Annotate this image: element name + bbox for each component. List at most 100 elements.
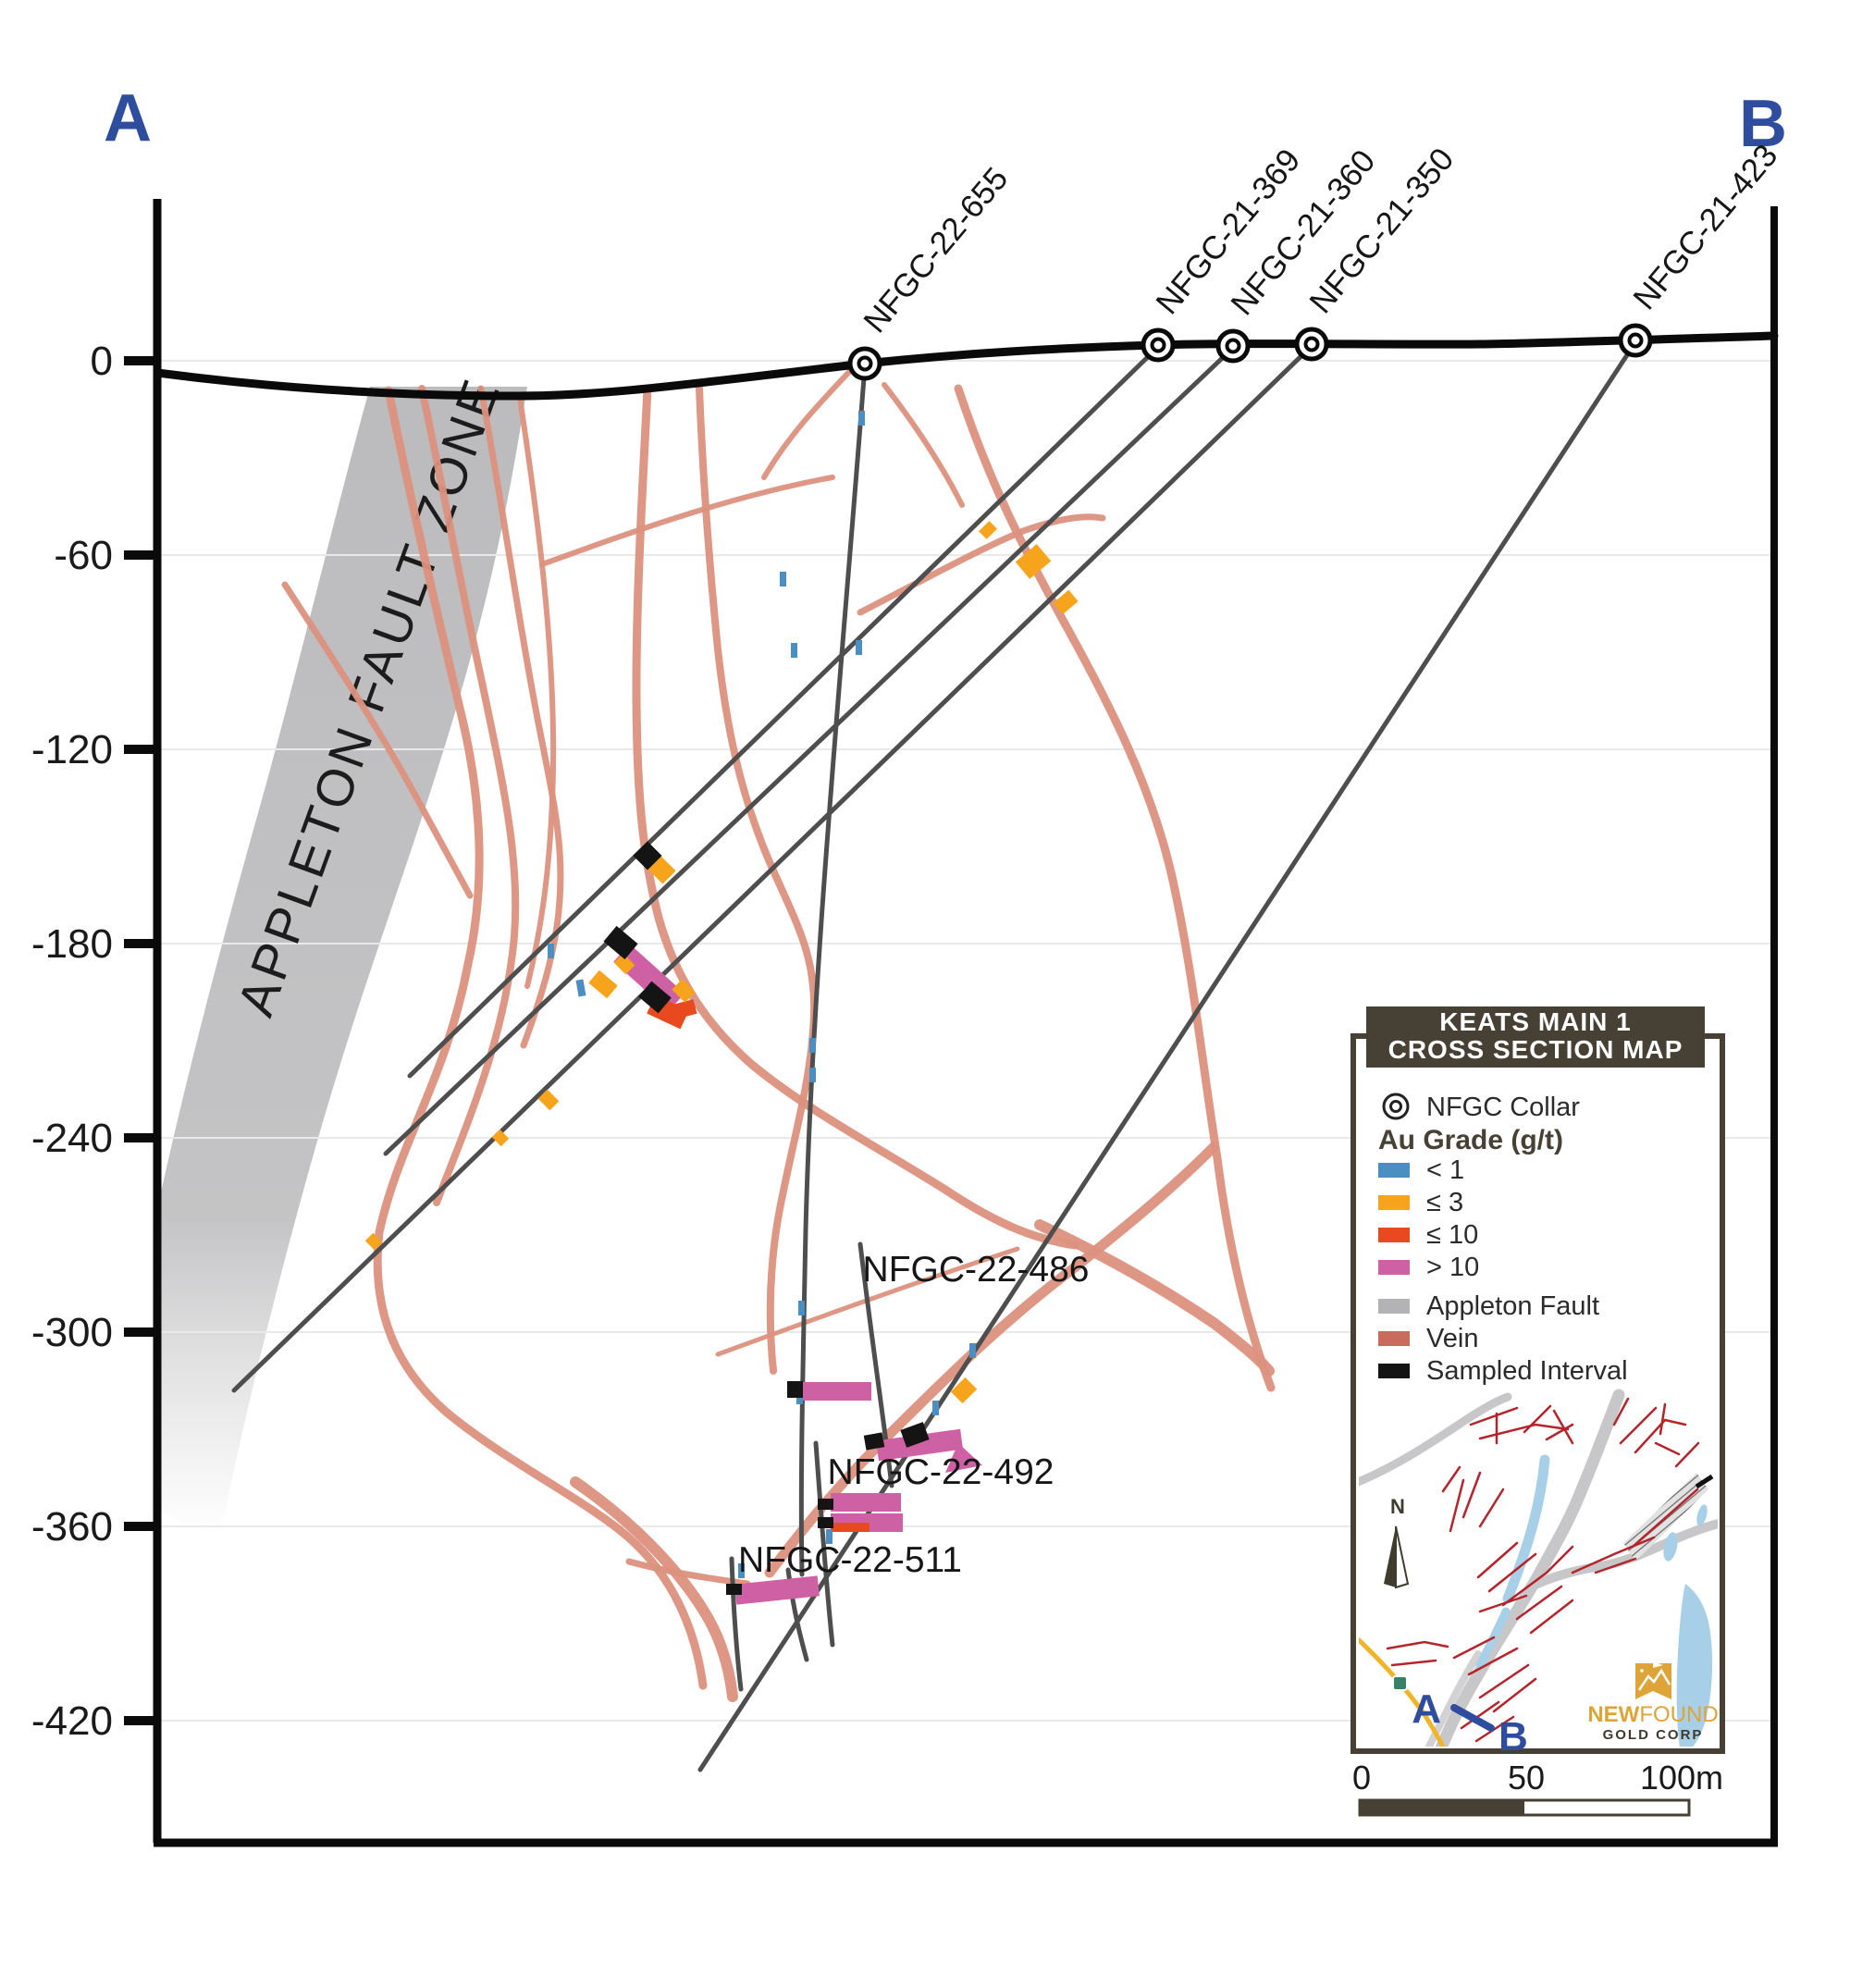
grade-markers — [364, 411, 1079, 1605]
interval-le3 — [979, 521, 997, 539]
legend-title-line2: CROSS SECTION MAP — [1388, 1035, 1684, 1064]
logo-star — [1640, 1669, 1644, 1673]
hole-label-486: NFGC-22-486 — [863, 1250, 1090, 1290]
tick-label-0: 0 — [91, 339, 113, 384]
legend-sampled-label: Sampled Interval — [1426, 1356, 1628, 1386]
depth-axis-ticks — [124, 356, 159, 1725]
legend-grade-lt1: < 1 — [1426, 1155, 1464, 1185]
tick-label-240: -240 — [31, 1116, 113, 1161]
collar-legend-icon — [1382, 1093, 1410, 1120]
interval-le3 — [1053, 589, 1079, 615]
drillhole-collars — [847, 323, 1653, 381]
legend-collar-label: NFGC Collar — [1426, 1093, 1580, 1122]
tick-label-60: -60 — [54, 533, 113, 578]
legend-box — [1350, 1033, 1725, 1754]
vein-path — [570, 1476, 738, 1702]
inset-b-label: B — [1498, 1714, 1528, 1760]
scale-bar: 0 50 100m — [1352, 1759, 1723, 1817]
scale-tick-50: 50 — [1508, 1759, 1545, 1797]
legend-grade-le10: ≤ 10 — [1426, 1220, 1478, 1250]
section-frame — [153, 199, 1778, 1847]
sampled-interval — [603, 925, 638, 960]
interval-le10 — [831, 1523, 870, 1532]
interval-gt10 — [734, 1575, 820, 1605]
grade-swatch-gt10 — [1378, 1260, 1410, 1275]
interval-le10 — [664, 999, 697, 1021]
inset-veins — [1386, 1397, 1700, 1743]
interval-le3 — [491, 1129, 510, 1147]
vein-path — [1034, 1219, 1275, 1377]
inset-map — [1359, 1389, 1718, 1747]
collar-nfgc-22-655 — [847, 346, 882, 381]
collar-nfgc-21-369 — [1141, 327, 1176, 363]
inset-a-label: A — [1412, 1686, 1441, 1732]
legend-title-bar — [1366, 1006, 1705, 1068]
interval-lt1 — [738, 1563, 745, 1578]
scale-tick-100: 100m — [1640, 1759, 1723, 1797]
inset-section-line — [1450, 1704, 1495, 1732]
hole-label-511: NFGC-22-511 — [738, 1540, 962, 1580]
vein-path — [882, 382, 965, 508]
sampled-interval — [818, 1499, 833, 1510]
interval-lt1 — [798, 1301, 805, 1315]
trace-nfgc-21-360 — [383, 345, 1236, 1156]
section-endpoint-b: B — [1739, 87, 1787, 161]
grade-swatch-lt1 — [1378, 1163, 1410, 1178]
interval-lt1 — [575, 979, 586, 997]
vein-path — [418, 385, 520, 1206]
vein-path — [517, 395, 557, 989]
interval-gt10 — [831, 1493, 901, 1512]
vein-path — [761, 369, 852, 480]
collar-nfgc-21-350 — [1294, 327, 1329, 362]
inset-road-shield — [1392, 1675, 1408, 1691]
inset-pond2 — [1696, 1504, 1708, 1526]
north-arrow-light — [1395, 1525, 1410, 1589]
interval-lt1 — [856, 640, 862, 655]
inset-lake — [1676, 1584, 1713, 1747]
interval-le3 — [950, 1377, 978, 1404]
collar-nfgc-21-423 — [1618, 323, 1653, 358]
tick-label-360: -360 — [31, 1504, 113, 1550]
trace-nfgc-22-655 — [798, 363, 868, 1577]
inset-water-strip — [1502, 1454, 1550, 1604]
interval-le3 — [588, 969, 618, 999]
interval-gt10 — [799, 1382, 871, 1401]
sampled-interval — [638, 981, 672, 1014]
collar-nfgc-21-360 — [1215, 328, 1251, 364]
surface-topography-line — [153, 331, 1779, 401]
legend-grade-gt10: > 10 — [1426, 1253, 1479, 1282]
interval-le3 — [672, 979, 696, 1003]
logo-wordmark: NEWFOUND — [1587, 1702, 1718, 1727]
scale-bar-fill — [1360, 1800, 1524, 1815]
inset-fault-main — [1435, 1389, 1625, 1747]
depth-axis-labels: 0 -60 -120 -180 -240 -300 -360 -420 — [31, 339, 113, 1744]
interval-lt1 — [826, 1529, 832, 1544]
tick-label-420: -420 — [31, 1698, 113, 1744]
logo-flag — [1653, 1661, 1663, 1672]
interval-lt1 — [809, 1038, 816, 1053]
north-arrow-dark — [1384, 1526, 1396, 1587]
sampled-swatch — [1378, 1364, 1410, 1378]
grade-swatch-le10 — [1378, 1228, 1410, 1242]
inset-arrow — [1695, 1474, 1714, 1489]
tick-label-120: -120 — [31, 727, 113, 772]
vein-swatch — [1378, 1331, 1410, 1346]
hole-label-492: NFGC-22-492 — [828, 1452, 1054, 1492]
sampled-interval — [818, 1517, 833, 1528]
interval-lt1 — [969, 1343, 976, 1358]
vein-path — [539, 475, 835, 567]
sampled-interval — [787, 1381, 803, 1398]
interval-lt1 — [858, 411, 865, 426]
section-endpoint-a: A — [104, 81, 152, 155]
legend-fault-label: Appleton Fault — [1426, 1291, 1599, 1321]
hole-label-655: NFGC-22-655 — [857, 161, 1015, 340]
tick-label-180: -180 — [31, 921, 113, 967]
trace-nfgc-22-492 — [813, 1440, 835, 1648]
sampled-interval — [726, 1584, 742, 1595]
interval-le3 — [364, 1232, 383, 1251]
legend-vein-label: Vein — [1426, 1324, 1478, 1353]
inset-fault-nw — [1359, 1392, 1512, 1487]
logo-subtitle: GOLD CORP — [1603, 1727, 1704, 1743]
